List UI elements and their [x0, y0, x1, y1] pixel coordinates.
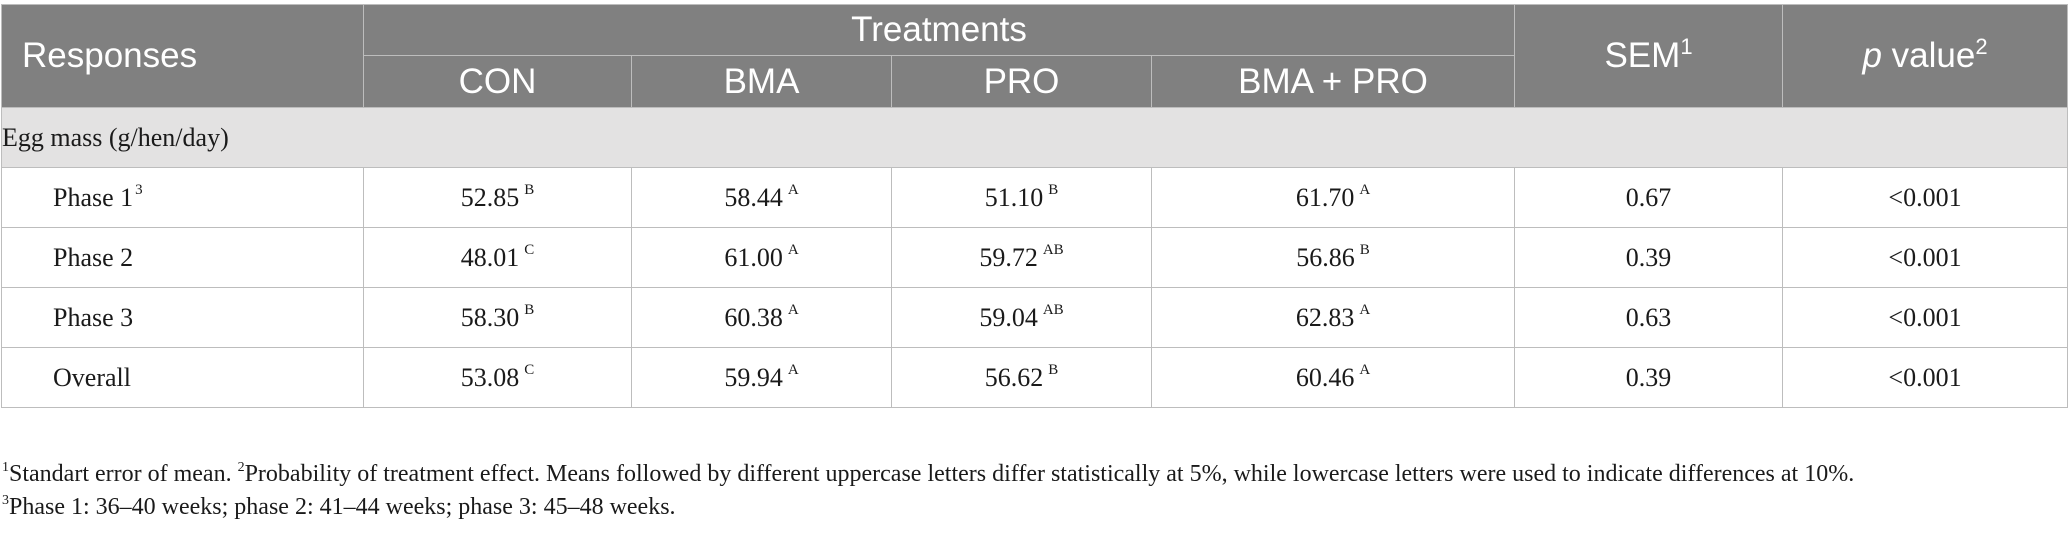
row-label: Phase 2 — [1, 227, 364, 288]
sem-header: SEM1 — [1514, 4, 1784, 108]
cell-con: 53.08 C — [363, 347, 632, 408]
cell-value: 61.00 — [724, 242, 783, 272]
row-label-footnote-mark: 3 — [135, 181, 143, 198]
row-label: Phase 3 — [1, 287, 364, 348]
cell-bma-pro: 60.46 A — [1150, 347, 1516, 408]
row-label-text: Phase 2 — [53, 242, 134, 272]
p-value-footnote-mark: 2 — [1975, 34, 1988, 59]
cell-con: 52.85 B — [363, 167, 632, 228]
cell-value: 61.70 — [1295, 182, 1355, 212]
cell-bma: 61.00 A — [631, 227, 892, 288]
table-footnotes: 1Standart error of mean. 2Probability of… — [2, 458, 2066, 524]
sem-footnote-mark: 1 — [1680, 34, 1693, 59]
cell-value: 59.94 — [724, 362, 783, 392]
sem-header-label: SEM — [1604, 36, 1681, 75]
cell-value: 58.44 — [724, 182, 783, 212]
cell-value: 62.83 — [1295, 302, 1355, 332]
cell-value: 60.38 — [724, 302, 783, 332]
responses-header: Responses — [1, 4, 364, 108]
cell-p-value: <0.001 — [1782, 347, 2068, 408]
cell-bma: 58.44 A — [631, 167, 892, 228]
cell-letter: B — [1359, 241, 1370, 258]
cell-pro: 51.10 B — [891, 167, 1152, 228]
egg-mass-table: Responses Treatments SEM1 p value2 CON B… — [0, 4, 2068, 408]
header-row-1: Responses Treatments SEM1 p value2 — [1, 4, 2068, 108]
cell-letter: C — [524, 361, 535, 378]
cell-value: 53.08 — [460, 362, 520, 392]
section-label: Egg mass (g/hen/day) — [0, 107, 2068, 168]
cell-pro: 59.72 AB — [891, 227, 1152, 288]
cell-value: 58.30 — [460, 302, 520, 332]
cell-con: 58.30 B — [363, 287, 632, 348]
cell-letter: A — [787, 361, 799, 378]
cell-letter: A — [1359, 301, 1371, 318]
cell-letter: AB — [1042, 241, 1064, 258]
cell-letter: A — [787, 301, 799, 318]
cell-sem: 0.67 — [1514, 167, 1784, 228]
footnote-2: Probability of treatment effect. Means f… — [244, 461, 1855, 487]
cell-sem: 0.39 — [1514, 227, 1784, 288]
col-con-header: CON — [363, 55, 632, 108]
footnote-line-2: 3Phase 1: 36–40 weeks; phase 2: 41–44 we… — [2, 491, 2066, 524]
cell-letter: A — [787, 181, 799, 198]
cell-value: 52.85 — [460, 182, 520, 212]
cell-value: 56.86 — [1296, 242, 1355, 272]
cell-bma-pro: 62.83 A — [1150, 287, 1516, 348]
cell-letter: A — [1359, 181, 1371, 198]
cell-bma: 60.38 A — [631, 287, 892, 348]
col-bma-header: BMA — [631, 55, 892, 108]
table-row: Overall 53.08 C 59.94 A 56.62 B 60.46 A 0.39… — [1, 347, 2068, 408]
table-row: Phase 3 58.30 B 60.38 A 59.04 AB 62.83 A 0.6… — [1, 287, 2068, 348]
footnote-1: Standart error of mean. — [9, 461, 238, 487]
cell-letter: B — [1048, 361, 1059, 378]
cell-letter: AB — [1042, 301, 1064, 318]
cell-letter: A — [787, 241, 799, 258]
cell-bma-pro: 61.70 A — [1150, 167, 1516, 228]
cell-value: 59.04 — [979, 302, 1038, 332]
cell-letter: B — [1048, 181, 1059, 198]
p-italic: p — [1862, 36, 1882, 75]
cell-value: 56.62 — [984, 362, 1044, 392]
cell-pro: 56.62 B — [891, 347, 1152, 408]
cell-letter: A — [1359, 361, 1371, 378]
row-label-text: Phase 3 — [53, 302, 134, 332]
cell-pro: 59.04 AB — [891, 287, 1152, 348]
p-value-header: p value2 — [1782, 4, 2068, 108]
cell-value: 60.46 — [1295, 362, 1355, 392]
cell-sem: 0.63 — [1514, 287, 1784, 348]
col-pro-header: PRO — [891, 55, 1152, 108]
footnote-1-mark: 1 — [2, 460, 9, 475]
cell-value: 59.72 — [979, 242, 1038, 272]
footnote-3-mark: 3 — [2, 493, 9, 508]
col-bma-pro-header: BMA + PRO — [1150, 55, 1516, 108]
footnote-2-mark: 2 — [237, 460, 245, 475]
cell-p-value: <0.001 — [1782, 287, 2068, 348]
table-row: Phase 2 48.01 C 61.00 A 59.72 AB 56.86 B 0.3… — [1, 227, 2068, 288]
header-row-2: CON BMA PRO BMA + PRO — [2, 55, 2068, 108]
row-label: Overall — [1, 347, 364, 408]
cell-p-value: <0.001 — [1782, 227, 2068, 288]
footnote-line-1: 1Standart error of mean. 2Probability of… — [2, 458, 2066, 491]
cell-bma-pro: 56.86 B — [1150, 227, 1516, 288]
row-label-text: Overall — [53, 362, 131, 392]
cell-letter: B — [524, 181, 535, 198]
cell-letter: B — [524, 301, 535, 318]
cell-value: 48.01 — [460, 242, 520, 272]
treatments-header: Treatments — [362, 4, 1516, 56]
cell-p-value: <0.001 — [1782, 167, 2068, 228]
cell-con: 48.01 C — [363, 227, 632, 288]
cell-value: 51.10 — [984, 182, 1044, 212]
cell-bma: 59.94 A — [631, 347, 892, 408]
footnote-3: Phase 1: 36–40 weeks; phase 2: 41–44 wee… — [9, 494, 676, 520]
section-row: Egg mass (g/hen/day) — [0, 107, 2068, 168]
p-value-label: value — [1881, 36, 1976, 75]
cell-sem: 0.39 — [1514, 347, 1784, 408]
cell-letter: C — [524, 241, 535, 258]
row-label-text: Phase 1 — [53, 182, 134, 212]
